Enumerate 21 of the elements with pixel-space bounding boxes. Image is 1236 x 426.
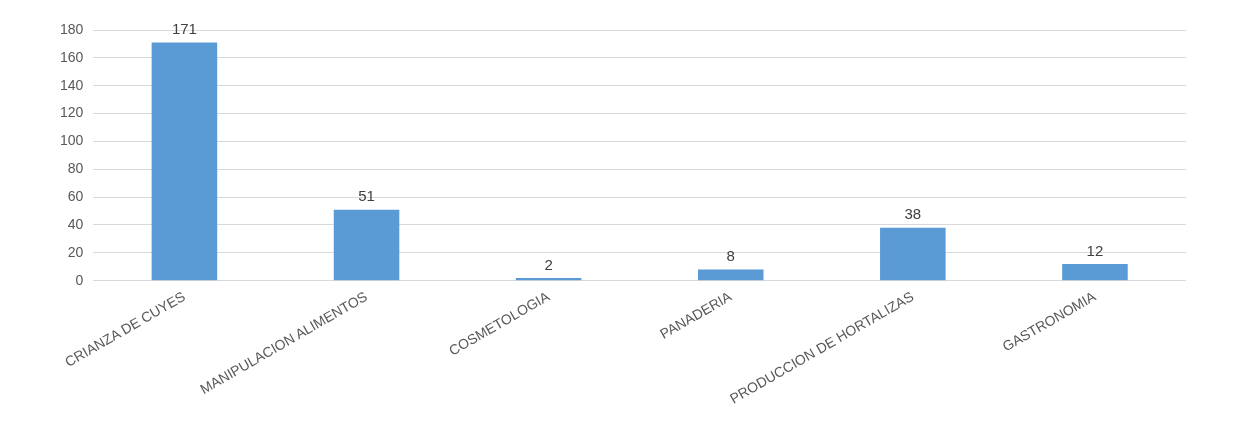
bar bbox=[1062, 263, 1128, 281]
bar bbox=[151, 42, 218, 281]
data-label: 2 bbox=[544, 255, 553, 273]
y-tick-label: 0 bbox=[75, 271, 84, 288]
y-tick-label: 180 bbox=[60, 20, 84, 37]
y-tick-label: 20 bbox=[67, 243, 84, 260]
bar bbox=[697, 269, 764, 281]
y-tick-label: 60 bbox=[67, 187, 84, 204]
data-label: 51 bbox=[358, 187, 375, 205]
y-tick-label: 160 bbox=[60, 48, 84, 65]
data-label: 8 bbox=[726, 247, 735, 265]
y-tick-label: 140 bbox=[60, 76, 84, 93]
bar bbox=[333, 209, 400, 281]
bar bbox=[880, 227, 946, 281]
y-tick-label: 120 bbox=[60, 104, 84, 121]
data-label: 171 bbox=[171, 20, 197, 38]
data-label: 38 bbox=[904, 205, 922, 223]
y-tick-label: 100 bbox=[60, 132, 84, 149]
data-label: 12 bbox=[1086, 241, 1104, 259]
y-tick-label: 80 bbox=[67, 160, 84, 177]
y-tick-label: 40 bbox=[67, 215, 84, 232]
